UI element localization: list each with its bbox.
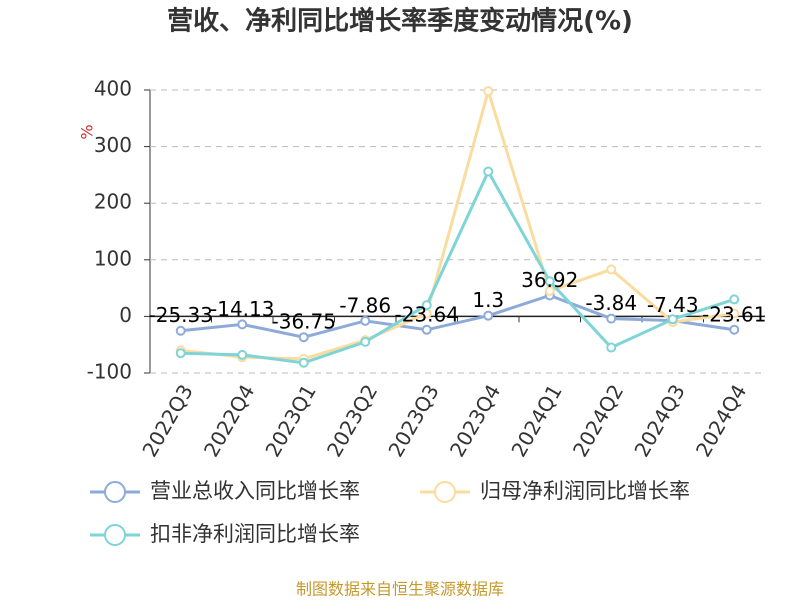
y-tick-label: 400 [94, 77, 132, 101]
data-point [175, 325, 186, 336]
data-label: -36.75 [272, 310, 336, 334]
x-tick-label: 2023Q1 [260, 380, 320, 461]
legend-marker [104, 524, 126, 546]
data-point [175, 348, 186, 359]
legend-marker [434, 481, 456, 503]
x-tick-label: 2023Q2 [322, 380, 382, 461]
data-point [237, 319, 248, 330]
data-label: -25.33 [149, 303, 213, 327]
data-point [606, 342, 617, 353]
x-tick-label: 2022Q3 [137, 380, 197, 461]
x-tick-label: 2024Q3 [629, 380, 689, 461]
data-point [729, 324, 740, 335]
source-note: 制图数据来自恒生聚源数据库 [296, 580, 504, 599]
data-point [298, 357, 309, 368]
data-point [606, 313, 617, 324]
data-point [360, 315, 371, 326]
data-point [729, 308, 740, 319]
data-label: -7.43 [647, 293, 699, 317]
data-point [483, 166, 494, 177]
y-tick-label: 100 [94, 246, 132, 270]
legend-marker [104, 481, 126, 503]
chart-title: 营收、净利同比增长率季度变动情况(%) [167, 6, 633, 37]
y-tick-label: 200 [94, 190, 132, 214]
data-point [421, 324, 432, 335]
data-label: -14.13 [210, 297, 274, 321]
y-tick-label: -100 [87, 360, 132, 384]
y-axis-label: % [78, 124, 97, 139]
data-point [606, 264, 617, 275]
data-point [544, 285, 555, 296]
data-label: -3.84 [585, 291, 637, 315]
legend-label: 归母净利润同比增长率 [480, 479, 690, 503]
series-line [180, 168, 735, 365]
x-tick-label: 2023Q4 [445, 380, 505, 461]
data-point [360, 336, 371, 347]
data-label: -23.64 [395, 302, 459, 326]
data-point [237, 349, 248, 360]
data-point [667, 314, 678, 325]
legend-label: 扣非净利润同比增长率 [150, 522, 360, 546]
x-tick-label: 2024Q4 [691, 380, 751, 461]
data-point [421, 300, 432, 311]
data-label: -23.61 [702, 302, 766, 326]
x-tick-label: 2024Q2 [568, 380, 628, 461]
data-point [729, 294, 740, 305]
data-point [483, 310, 494, 321]
series-line [180, 293, 735, 339]
y-tick-label: 0 [119, 303, 132, 327]
data-point [544, 276, 555, 287]
x-tick-label: 2022Q4 [199, 380, 259, 461]
data-point [298, 332, 309, 343]
data-label: 36.92 [521, 268, 578, 292]
data-point [483, 86, 494, 97]
y-tick-label: 300 [94, 133, 132, 157]
x-tick-label: 2024Q1 [506, 380, 566, 461]
data-label: 1.3 [472, 288, 504, 312]
legend-label: 营业总收入同比增长率 [150, 479, 360, 503]
data-label: -7.86 [339, 293, 391, 317]
x-tick-label: 2023Q3 [383, 380, 443, 461]
